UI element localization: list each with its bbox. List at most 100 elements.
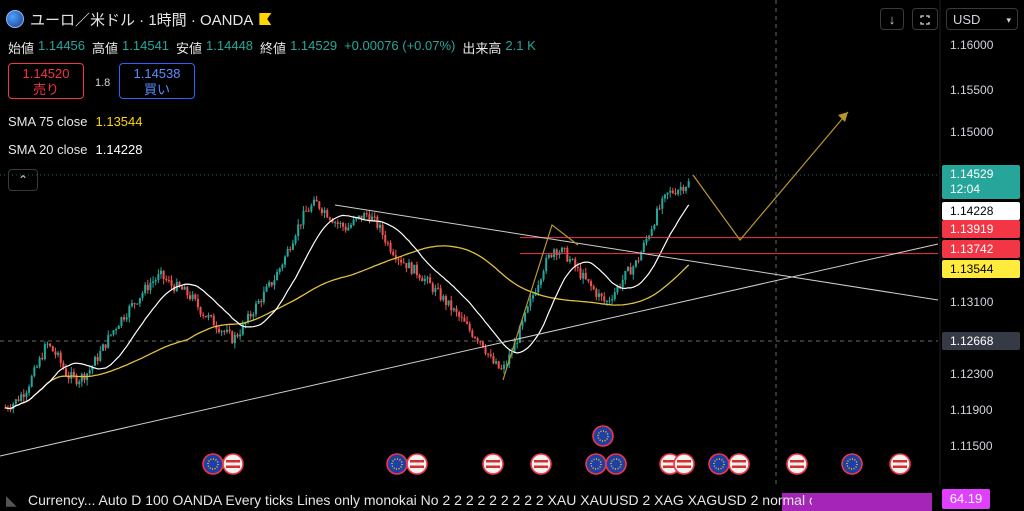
candle-body [104, 344, 107, 348]
candle-body [568, 259, 571, 262]
eu-flag-stars [846, 458, 858, 470]
candle-body [17, 399, 20, 401]
candle-body [429, 277, 432, 284]
candle-body [574, 259, 577, 268]
candle-body [257, 300, 260, 304]
candle-body [371, 216, 374, 222]
candle-body [323, 210, 326, 214]
candle-body [550, 254, 553, 258]
candle-body [146, 284, 149, 291]
candle-body [566, 248, 569, 262]
eu-flag-event-icon [605, 453, 627, 475]
projection-drawing [692, 111, 849, 241]
close-label: 終値 [260, 41, 287, 56]
candle-body [336, 222, 339, 224]
candle-body [624, 270, 627, 280]
candle-body [685, 187, 688, 192]
candle-body [656, 208, 659, 226]
candle-body [613, 292, 616, 300]
candle-body [62, 362, 65, 369]
us-flag-stripe [677, 460, 691, 463]
candle-body [276, 272, 279, 281]
candle-body [320, 208, 323, 214]
candle-body [128, 306, 131, 318]
candle-body [373, 216, 376, 218]
candle-body [278, 268, 281, 273]
eu-flag-stars [590, 458, 602, 470]
candle-body [307, 210, 310, 212]
low-label: 安値 [176, 41, 203, 56]
candle-body [22, 394, 25, 397]
sma20-price-tag: 1.14228 [942, 202, 1020, 220]
candle-body [413, 264, 416, 274]
candle-body [355, 217, 358, 220]
candle-body [183, 287, 186, 290]
candle-body [466, 321, 469, 324]
candle-body [450, 300, 453, 311]
candle-body [231, 331, 234, 344]
candle-body [268, 282, 271, 287]
candle-body [378, 224, 381, 228]
candle-body [597, 293, 600, 297]
currency-select[interactable]: USD ▾ [946, 8, 1018, 30]
candle-body [302, 210, 305, 225]
fullscreen-button[interactable] [912, 8, 938, 30]
candle-body [125, 317, 128, 320]
projection-arrowhead [838, 112, 848, 122]
candle-body [286, 248, 289, 257]
candle-body [46, 343, 49, 345]
candle-body [99, 350, 102, 361]
high-label: 高値 [92, 41, 119, 56]
sma20-legend[interactable]: SMA 20 close 1.14228 [8, 142, 143, 157]
candle-body [587, 279, 590, 282]
candle-body [500, 368, 503, 370]
us-flag-stripe [677, 465, 691, 468]
sell-button[interactable]: 1.14520 売り [8, 63, 84, 99]
ohlc-legend: 始値 1.14456 高値 1.14541 安値 1.14448 終値 1.14529 … [8, 38, 539, 57]
candle-body [310, 205, 313, 212]
candle-body [149, 282, 152, 291]
candle-body [204, 315, 207, 318]
candle-body [661, 198, 664, 209]
scroll-down-button[interactable]: ↓ [880, 8, 904, 30]
symbol-header[interactable]: ユーロ／米ドル · 1時間 · OANDA [6, 8, 272, 30]
candle-body [144, 284, 147, 294]
price-tick: 1.15000 [950, 125, 994, 139]
candle-body [262, 291, 265, 303]
candle-body [91, 365, 94, 371]
candle-body [35, 366, 38, 368]
sma75-legend[interactable]: SMA 75 close 1.13544 [8, 114, 143, 129]
low-value: 1.14448 [206, 38, 254, 53]
us-flag-event-icon [673, 453, 695, 475]
candle-body [529, 298, 532, 307]
candle-body [531, 295, 535, 299]
candle-body [72, 372, 75, 376]
candle-body [339, 223, 342, 225]
candle-body [270, 282, 273, 286]
candle-body [70, 372, 73, 379]
eu-flag-event-icon [841, 453, 863, 475]
candle-body [650, 229, 653, 236]
candle-body [677, 190, 680, 195]
candle-body [384, 234, 387, 243]
buy-button[interactable]: 1.14538 買い [119, 63, 195, 99]
candle-body [452, 308, 455, 311]
us-flag-event-icon [786, 453, 808, 475]
candle-body [584, 272, 587, 280]
volume-value: 2.1 K [505, 38, 536, 53]
collapse-legend-button[interactable]: ⌃ [8, 169, 38, 191]
candle-body [157, 274, 160, 281]
candle-body [212, 315, 215, 326]
flag-icon[interactable] [259, 13, 272, 25]
candle-body [181, 286, 184, 290]
candle-body [78, 381, 81, 385]
rsi-value-tag: 64.19 [942, 489, 990, 509]
candle-body [590, 281, 593, 287]
sma20-value: 1.14228 [95, 142, 143, 157]
sma75-price-tag: 1.13544 [942, 260, 1020, 278]
candle-body [603, 296, 606, 302]
candle-body [397, 259, 400, 261]
candle-body [561, 247, 564, 253]
candle-body [547, 254, 550, 258]
